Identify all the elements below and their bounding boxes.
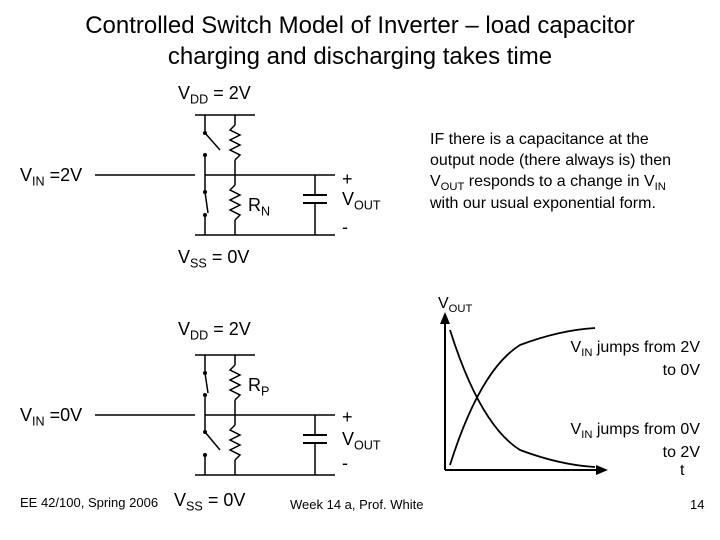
circuit-bottom [95, 335, 355, 515]
jump-label-2: VIN jumps from 0V to 2V [570, 420, 700, 462]
vout-plus-top: + [342, 170, 353, 190]
vin-label-bottom: VIN =0V [20, 405, 82, 429]
vout-label-top: VOUT [342, 190, 381, 213]
jump-label-1: VIN jumps from 2V to 0V [570, 338, 700, 380]
page-title: Controlled Switch Model of Inverter – lo… [0, 0, 720, 77]
vdd-label-bottom: VDD = 2V [178, 319, 251, 343]
explanation-text: IF there is a capacitance at the output … [430, 130, 680, 215]
vss-label-top: VSS = 0V [178, 247, 249, 271]
footer-left: EE 42/100, Spring 2006 [20, 495, 158, 510]
t-axis-label: t [680, 462, 684, 480]
rp-label-bottom: RP [248, 375, 269, 399]
vout-graph [430, 310, 610, 490]
vdd-label-top: VDD = 2V [178, 83, 251, 107]
footer-center: Week 14 a, Prof. White [290, 497, 423, 512]
footer-right: 14 [690, 497, 704, 512]
vss-label-bottom: VSS = 0V [174, 490, 245, 514]
rn-label-top: RN [248, 195, 270, 219]
vout-minus-bottom: - [342, 454, 348, 474]
vout-plus-bottom: + [342, 408, 353, 428]
vout-minus-top: - [342, 218, 348, 238]
vout-label-bottom: VOUT [342, 430, 381, 453]
vin-label-top: VIN =2V [20, 165, 82, 189]
